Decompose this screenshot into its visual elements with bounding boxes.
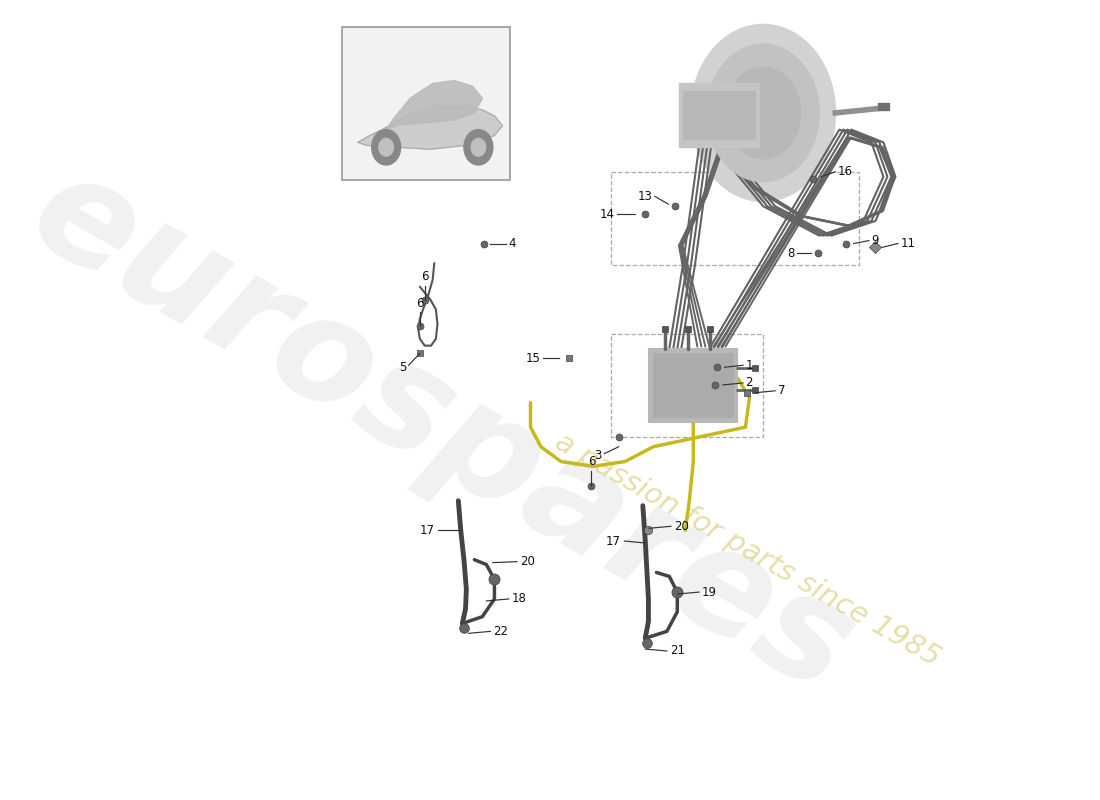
Text: 18: 18 bbox=[513, 593, 527, 606]
Bar bbox=[649, 349, 737, 422]
Text: 5: 5 bbox=[399, 361, 406, 374]
Circle shape bbox=[464, 130, 493, 165]
Text: 8: 8 bbox=[786, 247, 794, 260]
Text: 4: 4 bbox=[509, 237, 516, 250]
Text: 20: 20 bbox=[520, 555, 535, 568]
Circle shape bbox=[471, 138, 485, 156]
Text: 17: 17 bbox=[420, 524, 436, 537]
Text: 16: 16 bbox=[838, 166, 853, 178]
Text: 7: 7 bbox=[778, 384, 785, 398]
Circle shape bbox=[691, 25, 835, 202]
Text: 20: 20 bbox=[674, 520, 689, 533]
Bar bbox=[342, 27, 510, 180]
Text: eurospares: eurospares bbox=[8, 140, 877, 724]
Text: 6: 6 bbox=[587, 455, 595, 468]
Circle shape bbox=[707, 44, 820, 182]
Text: 19: 19 bbox=[702, 586, 717, 598]
Bar bbox=[683, 91, 755, 139]
Text: 17: 17 bbox=[606, 534, 621, 547]
Text: 14: 14 bbox=[600, 207, 615, 221]
Text: 3: 3 bbox=[594, 449, 602, 462]
Bar bbox=[679, 83, 759, 147]
Text: 13: 13 bbox=[638, 190, 652, 203]
Polygon shape bbox=[359, 106, 503, 150]
Text: 6: 6 bbox=[421, 270, 428, 282]
Text: 1: 1 bbox=[746, 358, 754, 372]
Circle shape bbox=[378, 138, 394, 156]
Bar bbox=[610, 172, 859, 265]
Circle shape bbox=[372, 130, 400, 165]
Polygon shape bbox=[386, 81, 483, 130]
Bar bbox=[610, 334, 763, 437]
Text: a passion for parts since 1985: a passion for parts since 1985 bbox=[550, 428, 945, 672]
Bar bbox=[653, 354, 734, 418]
Text: 15: 15 bbox=[526, 352, 540, 365]
Text: 6: 6 bbox=[416, 298, 424, 310]
Text: 2: 2 bbox=[746, 377, 754, 390]
Circle shape bbox=[726, 67, 801, 159]
Text: 11: 11 bbox=[900, 237, 915, 250]
Text: 22: 22 bbox=[494, 625, 508, 638]
Text: 9: 9 bbox=[871, 234, 879, 247]
Text: 21: 21 bbox=[670, 645, 685, 658]
